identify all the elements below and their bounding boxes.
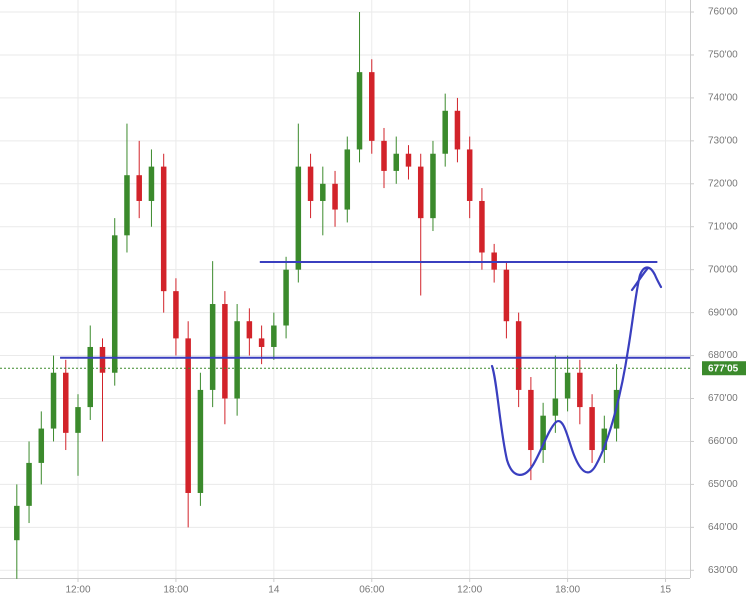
candle-body [454, 110, 461, 150]
last-price-label: 677'05 [708, 363, 739, 374]
y-tick-label: 750'00 [708, 50, 738, 61]
candle-body [197, 389, 204, 493]
candle-body [185, 338, 191, 493]
candle-body [38, 428, 45, 463]
y-tick-label: 680'00 [708, 350, 738, 361]
candle-body [528, 389, 534, 451]
y-tick-label: 640'00 [708, 522, 738, 533]
y-tick-label: 660'00 [708, 436, 738, 447]
candle-body [564, 372, 571, 399]
candle-body [479, 200, 485, 253]
candle-body [124, 175, 130, 236]
candle-body [430, 153, 436, 219]
candle-body [356, 72, 363, 150]
y-tick-label: 760'00 [708, 7, 738, 18]
candle-body [466, 149, 473, 201]
candle-body [222, 304, 228, 399]
axes: 630'00 640'00 650'00 660'00 670'00 680'00 690'… [65, 7, 746, 596]
x-tick-label: 18:00 [163, 585, 188, 596]
y-tick-label: 740'00 [708, 93, 738, 104]
candle-body [148, 166, 155, 201]
candle-body [50, 372, 57, 429]
candle-body [234, 321, 240, 399]
candle-body [283, 269, 289, 326]
candle-body [307, 166, 314, 201]
candle-body [589, 407, 595, 451]
y-tick-label: 720'00 [708, 178, 738, 189]
y-tick-label: 700'00 [708, 264, 738, 275]
hand-drawn-pattern [490, 266, 663, 476]
candle-body [111, 235, 118, 373]
y-tick-label: 710'00 [708, 221, 738, 232]
candles [14, 12, 620, 579]
x-tick-label: 18:00 [555, 585, 580, 596]
candle-body [369, 72, 375, 141]
candle-body [515, 321, 522, 390]
candle-body [405, 153, 412, 167]
x-tick-label: 12:00 [457, 585, 482, 596]
candle-body [552, 398, 559, 416]
candle-body [173, 291, 179, 339]
candle-body [87, 346, 94, 408]
y-tick-label: 630'00 [708, 565, 738, 576]
candle-body [271, 325, 277, 347]
x-tick-label: 15 [660, 585, 672, 596]
candle-body [99, 346, 106, 373]
candle-body [209, 304, 216, 390]
candle-body [381, 140, 387, 171]
candle-body [601, 428, 608, 451]
candle-body [417, 166, 424, 219]
candle-body [26, 462, 32, 506]
candle-body [258, 338, 265, 347]
candle-body [246, 321, 253, 339]
candle-body [75, 407, 81, 433]
candle-body [577, 372, 583, 408]
x-tick-label: 06:00 [359, 585, 384, 596]
candle-body [332, 183, 338, 210]
x-tick-label: 12:00 [65, 585, 90, 596]
annotations [0, 260, 690, 369]
candle-body [344, 149, 351, 210]
candle-body [320, 183, 326, 201]
last-price-box [702, 361, 746, 376]
candle-body [160, 166, 167, 292]
candle-body [63, 372, 69, 433]
candle-body [540, 415, 546, 451]
candle-body [393, 153, 399, 171]
candle-body [442, 110, 448, 154]
candle-body [295, 166, 302, 270]
candle-body [136, 175, 142, 201]
y-tick-label: 690'00 [708, 307, 738, 318]
y-tick-label: 730'00 [708, 135, 738, 146]
candle-body [503, 269, 510, 322]
x-tick-label: 14 [268, 585, 280, 596]
y-tick-label: 670'00 [708, 393, 738, 404]
y-tick-label: 650'00 [708, 479, 738, 490]
candle-body [14, 505, 20, 541]
